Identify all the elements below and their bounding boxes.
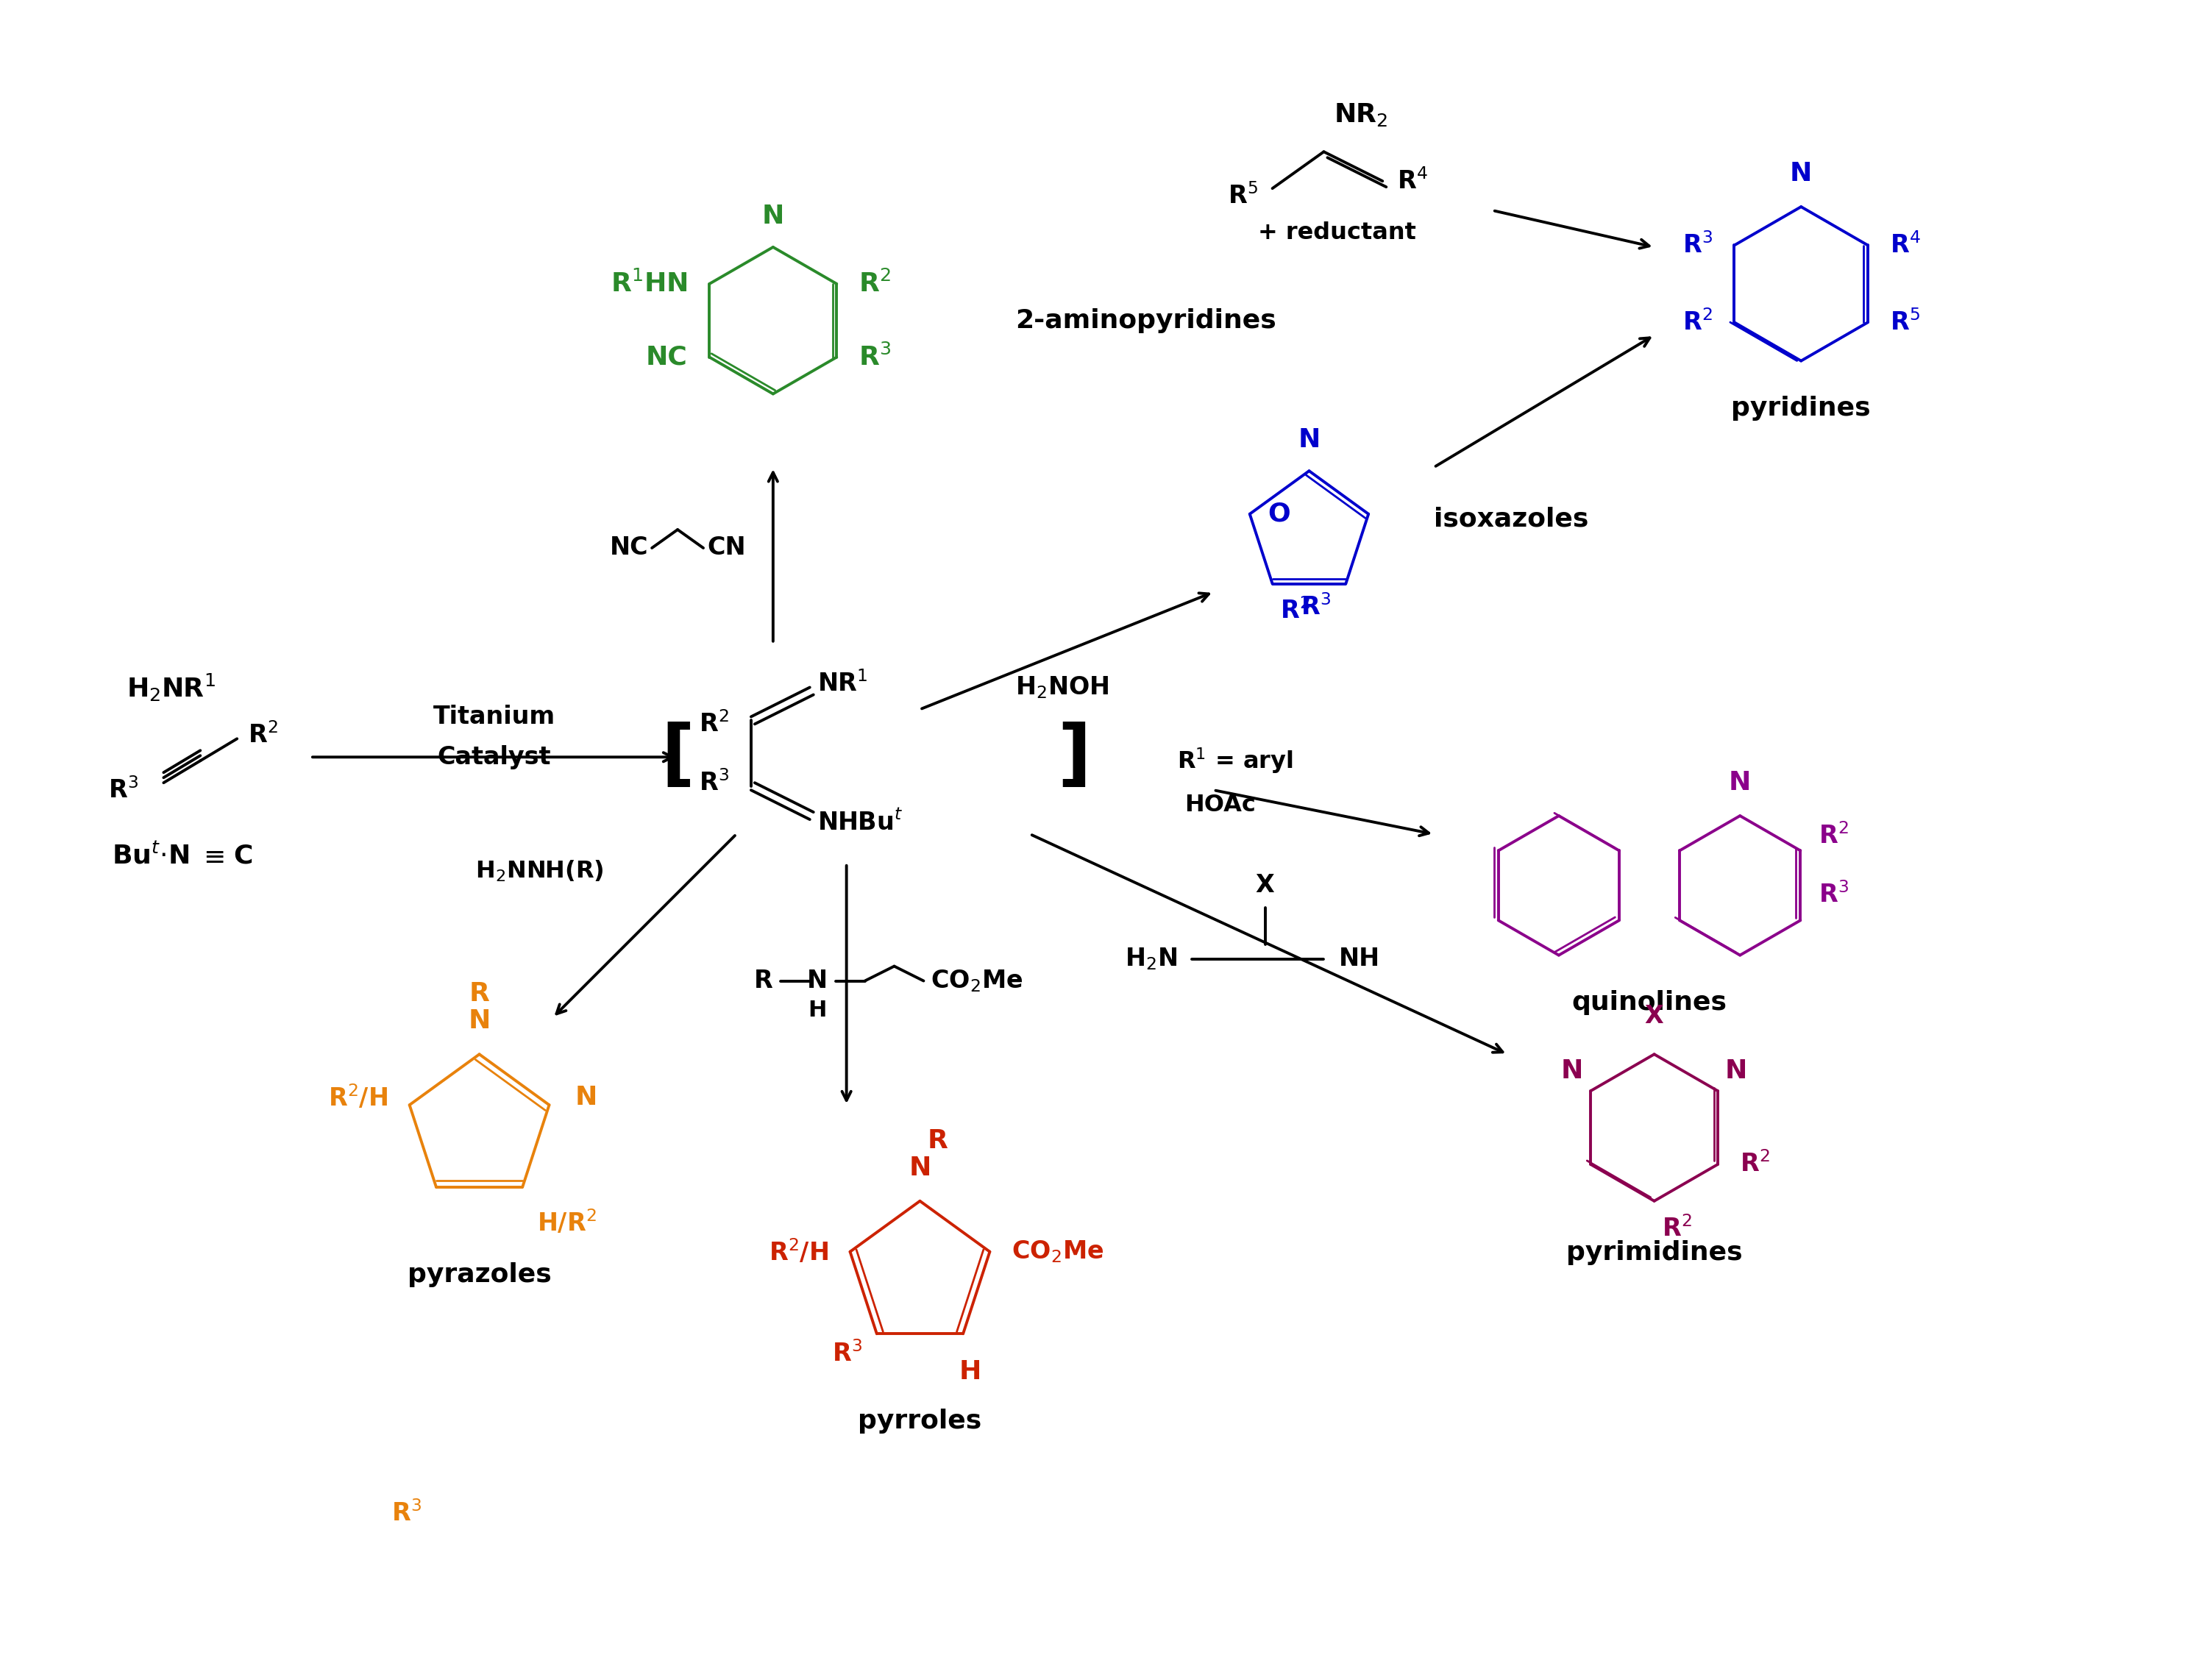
Text: N: N: [808, 969, 828, 993]
Text: R$^2$: R$^2$: [1739, 1151, 1770, 1178]
Text: R$^3$: R$^3$: [391, 1500, 422, 1527]
Text: NR$_2$: NR$_2$: [1333, 102, 1388, 128]
Text: quinolines: quinolines: [1571, 991, 1728, 1015]
Text: R$^3$: R$^3$: [108, 778, 137, 803]
Text: O: O: [1269, 502, 1291, 526]
Text: R: R: [755, 969, 772, 993]
Text: R$^2$/H: R$^2$/H: [768, 1238, 828, 1265]
Text: R$^2$: R$^2$: [1819, 823, 1849, 848]
Text: C: C: [234, 843, 254, 869]
Text: CO$_2$Me: CO$_2$Me: [931, 968, 1024, 993]
Text: R$^3$: R$^3$: [1819, 882, 1849, 907]
Text: R$^5$: R$^5$: [1889, 309, 1920, 334]
Text: pyrimidines: pyrimidines: [1567, 1240, 1741, 1265]
Text: R$^3$: R$^3$: [1300, 595, 1331, 620]
Text: NHBu$^t$: NHBu$^t$: [817, 810, 903, 835]
Text: N: N: [909, 1156, 931, 1181]
Text: R$^4$: R$^4$: [1889, 232, 1920, 259]
Text: H$_2$NOH: H$_2$NOH: [1015, 675, 1108, 701]
Text: R$^1$ = aryl: R$^1$ = aryl: [1176, 746, 1293, 776]
Text: R$^3$: R$^3$: [1682, 232, 1713, 259]
Text: pyrazoles: pyrazoles: [408, 1262, 552, 1287]
Text: CO$_2$Me: CO$_2$Me: [1011, 1238, 1104, 1265]
Text: H$_2$NNH(R): H$_2$NNH(R): [475, 858, 605, 884]
Text: CN: CN: [706, 536, 746, 559]
Text: isoxazoles: isoxazoles: [1435, 506, 1589, 531]
Text: 2-aminopyridines: 2-aminopyridines: [1015, 307, 1276, 333]
Text: Catalyst: Catalyst: [437, 744, 552, 769]
Text: H$_2$N: H$_2$N: [1126, 946, 1176, 971]
Text: $\equiv$: $\equiv$: [199, 843, 225, 869]
Text: R$^3$: R$^3$: [832, 1341, 863, 1368]
Text: NR$^1$: NR$^1$: [817, 670, 867, 697]
Text: R$^2$: R$^2$: [1280, 598, 1309, 623]
Text: NH: NH: [1337, 948, 1379, 971]
Text: N: N: [1560, 1058, 1582, 1084]
Text: HOAc: HOAc: [1185, 793, 1256, 816]
Text: H$_2$NR$^1$: H$_2$NR$^1$: [126, 672, 216, 702]
Text: R$^3$: R$^3$: [700, 769, 728, 796]
Text: Bu$^t$$\cdot$N: Bu$^t$$\cdot$N: [113, 843, 190, 869]
Text: pyridines: pyridines: [1730, 396, 1872, 422]
Text: pyrroles: pyrroles: [859, 1408, 982, 1433]
Text: N: N: [1790, 161, 1812, 186]
Text: R$^2$/H: R$^2$/H: [329, 1084, 388, 1112]
Text: N: N: [468, 1008, 490, 1033]
Text: R: R: [470, 981, 490, 1006]
Text: H: H: [808, 1000, 825, 1021]
Text: R$^2$: R$^2$: [859, 270, 892, 297]
Text: R$^5$: R$^5$: [1227, 183, 1258, 208]
Text: R$^2$: R$^2$: [700, 711, 728, 738]
Text: N: N: [1298, 428, 1320, 452]
Text: N: N: [574, 1085, 598, 1110]
Text: H: H: [960, 1359, 982, 1384]
Text: R$^4$: R$^4$: [1397, 168, 1428, 193]
Text: N: N: [1726, 1058, 1748, 1084]
Text: R$^1$HN: R$^1$HN: [611, 270, 686, 297]
Text: ]: ]: [1057, 721, 1090, 793]
Text: R$^2$: R$^2$: [1682, 309, 1713, 334]
Text: X: X: [1256, 874, 1273, 897]
Text: R$^2$: R$^2$: [247, 722, 278, 748]
Text: R$^2$: R$^2$: [1662, 1216, 1691, 1242]
Text: R$^3$: R$^3$: [859, 344, 892, 371]
Text: Titanium: Titanium: [433, 704, 556, 729]
Text: N: N: [761, 203, 783, 228]
Text: + reductant: + reductant: [1258, 222, 1415, 244]
Text: NC: NC: [609, 536, 649, 559]
Text: X: X: [1644, 1005, 1664, 1028]
Text: R: R: [927, 1129, 947, 1152]
Text: N: N: [1728, 769, 1750, 795]
Text: [: [: [660, 721, 695, 793]
Text: NC: NC: [647, 344, 686, 370]
Text: H/R$^2$: H/R$^2$: [536, 1210, 596, 1236]
